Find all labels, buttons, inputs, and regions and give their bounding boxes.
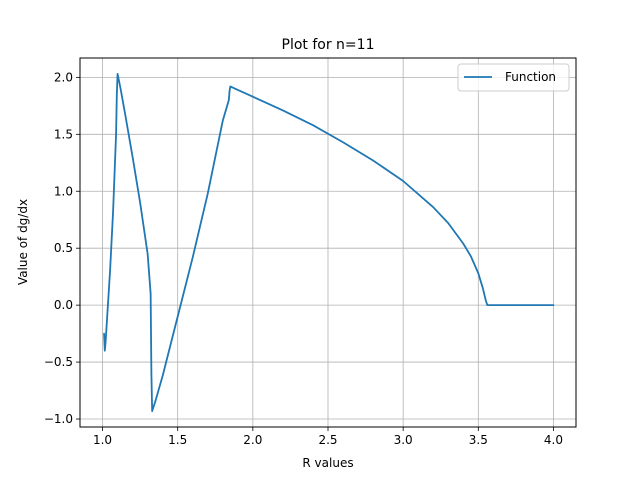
x-axis-label: R values [302,456,353,470]
x-tick-label: 3.0 [394,433,413,447]
series-layer [103,73,555,412]
y-tick-label: 0.5 [54,241,73,255]
y-tick-label: 1.0 [54,184,73,198]
y-tick-label: 1.5 [54,127,73,141]
y-tick-label: −0.5 [44,355,73,369]
x-tick-label: 3.5 [469,433,488,447]
x-tick-label: 2.5 [318,433,337,447]
x-tick-label: 1.0 [93,433,112,447]
legend: Function [457,63,570,92]
x-axis: 1.0 1.5 2.0 2.5 3.0 3.5 4.0 [93,427,563,447]
x-tick-label: 1.5 [168,433,187,447]
legend-label-function: Function [505,70,556,84]
y-tick-label: 0.0 [54,298,73,312]
y-tick-label: −1.0 [44,412,73,426]
y-tick-label: 2.0 [54,70,73,84]
x-tick-label: 2.0 [243,433,262,447]
y-axis-label: Value of dg/dx [16,199,30,285]
y-axis: −1.0 −0.5 0.0 0.5 1.0 1.5 2.0 [44,70,80,426]
legend-box [457,63,570,92]
chart-title: Plot for n=11 [282,37,375,53]
x-tick-label: 4.0 [544,433,563,447]
series-line-0 [103,73,555,412]
